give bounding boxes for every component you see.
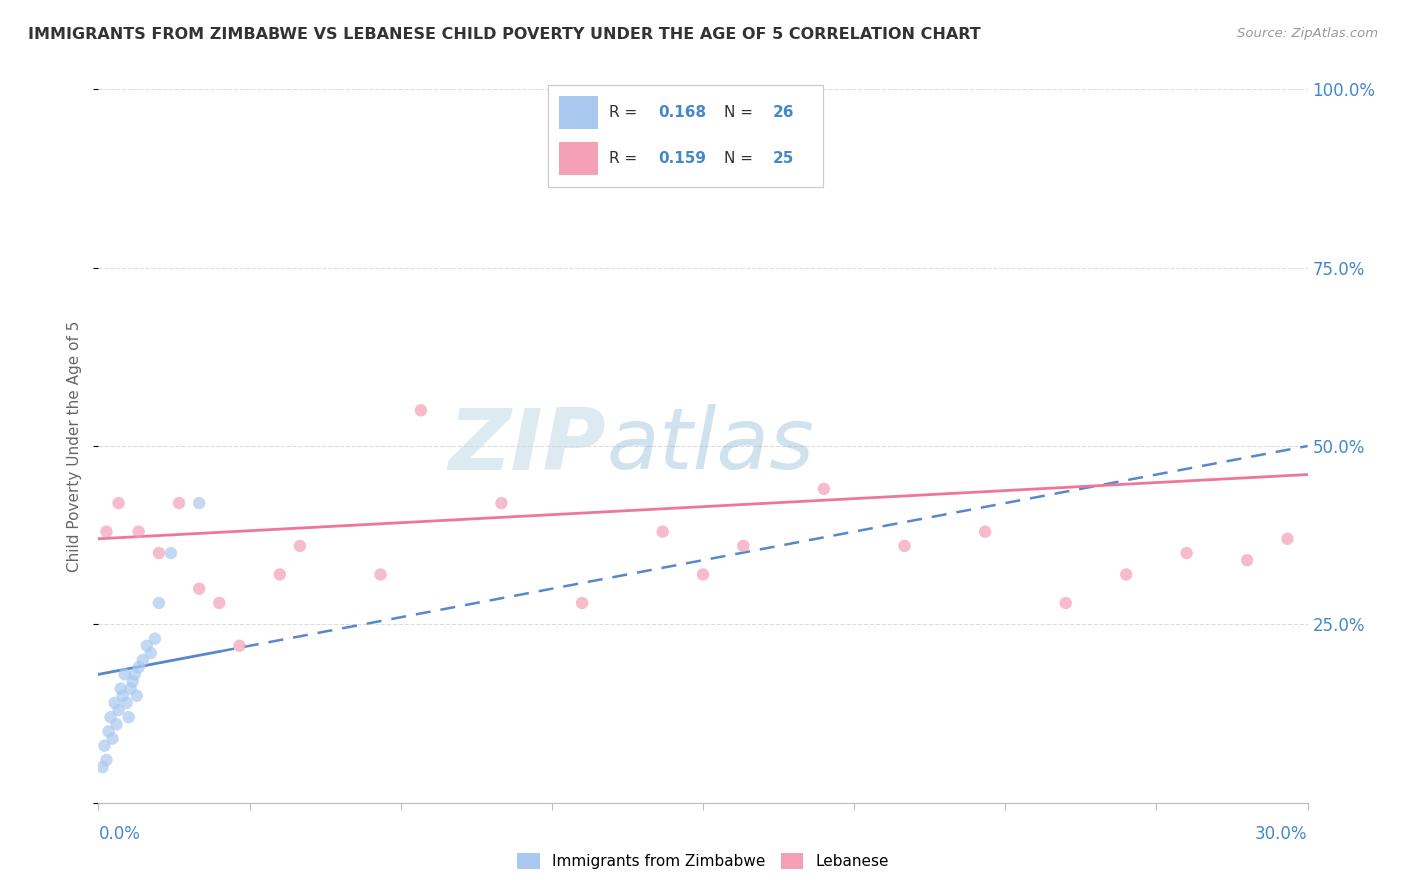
Text: IMMIGRANTS FROM ZIMBABWE VS LEBANESE CHILD POVERTY UNDER THE AGE OF 5 CORRELATIO: IMMIGRANTS FROM ZIMBABWE VS LEBANESE CHI… (28, 27, 981, 42)
Text: atlas: atlas (606, 404, 814, 488)
Point (1236, 553, 1258, 567)
Point (132, 653, 155, 667)
Point (120, 681, 142, 696)
Point (107, 496, 129, 510)
Point (115, 696, 138, 710)
Bar (560, 142, 598, 175)
Point (409, 403, 432, 417)
Point (97, 724, 120, 739)
Point (100, 710, 122, 724)
Point (167, 496, 190, 510)
Text: Source: ZipAtlas.com: Source: ZipAtlas.com (1237, 27, 1378, 40)
Point (160, 546, 183, 560)
Point (651, 524, 673, 539)
Point (135, 639, 157, 653)
Point (974, 524, 997, 539)
Point (128, 524, 150, 539)
Point (111, 689, 134, 703)
Point (733, 539, 755, 553)
Point (139, 646, 162, 660)
Point (107, 703, 129, 717)
Point (188, 582, 211, 596)
Legend: Immigrants from Zimbabwe, Lebanese: Immigrants from Zimbabwe, Lebanese (510, 847, 896, 875)
Point (96, 753, 118, 767)
Point (128, 660, 150, 674)
Text: 0.0%: 0.0% (98, 825, 141, 843)
Point (91, 760, 114, 774)
Point (96, 524, 118, 539)
Point (114, 667, 136, 681)
Text: 0.168: 0.168 (658, 105, 706, 120)
Text: N =: N = (724, 151, 758, 166)
Point (125, 689, 148, 703)
Point (124, 667, 146, 681)
Bar (560, 96, 598, 128)
Point (121, 674, 143, 689)
Text: R =: R = (609, 151, 641, 166)
Text: 26: 26 (773, 105, 794, 120)
Text: 30.0%: 30.0% (1256, 825, 1308, 843)
Point (370, 567, 392, 582)
Point (1054, 596, 1077, 610)
Point (93, 739, 115, 753)
Text: N =: N = (724, 105, 758, 120)
Point (491, 496, 513, 510)
Point (148, 596, 170, 610)
Point (105, 717, 128, 731)
Point (110, 681, 132, 696)
Point (1115, 567, 1137, 582)
Point (103, 696, 125, 710)
Point (208, 596, 231, 610)
Point (571, 596, 593, 610)
Text: ZIP: ZIP (449, 404, 606, 488)
Text: 0.159: 0.159 (658, 151, 706, 166)
Text: 25: 25 (773, 151, 794, 166)
Point (101, 731, 124, 746)
Point (1277, 532, 1299, 546)
Point (288, 539, 311, 553)
Point (188, 496, 211, 510)
Point (118, 710, 141, 724)
Point (269, 567, 291, 582)
Point (228, 639, 250, 653)
Point (813, 482, 835, 496)
Y-axis label: Child Poverty Under the Age of 5: Child Poverty Under the Age of 5 (67, 320, 83, 572)
Text: R =: R = (609, 105, 641, 120)
Point (148, 546, 170, 560)
Point (1175, 546, 1198, 560)
Point (692, 567, 714, 582)
Point (893, 539, 915, 553)
Point (143, 632, 166, 646)
